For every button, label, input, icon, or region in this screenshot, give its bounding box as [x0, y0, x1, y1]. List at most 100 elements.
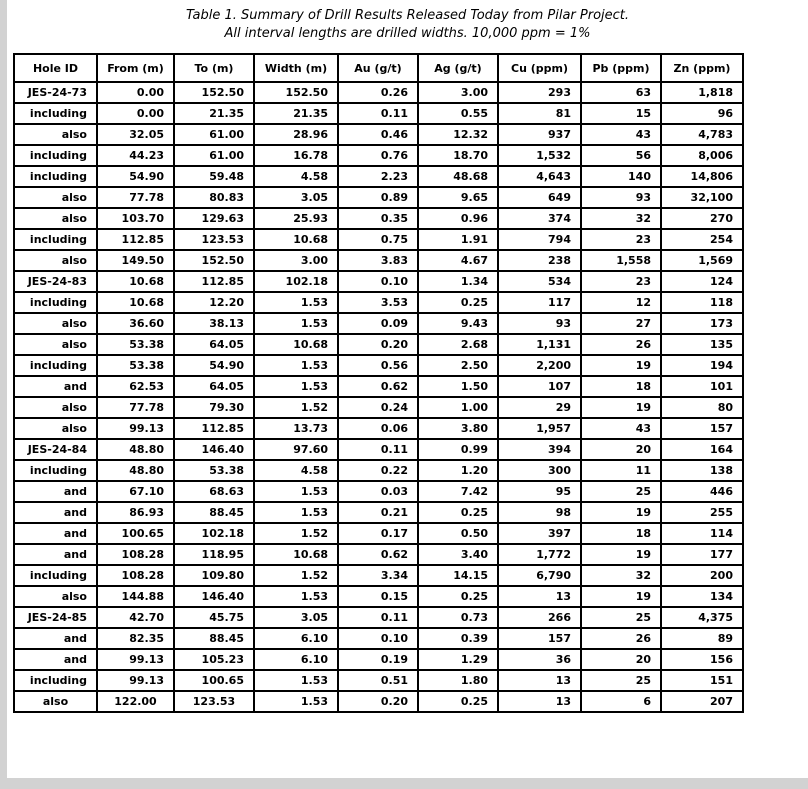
- cell-from-m: 67.10: [96, 480, 175, 503]
- cell-ag-g-t: 7.42: [417, 480, 499, 503]
- cell-cu-ppm: 1,532: [497, 144, 582, 167]
- cell-hole-id: including: [13, 102, 98, 125]
- cell-to-m: 54.90: [173, 354, 255, 377]
- cell-au-g-t: 0.06: [337, 417, 419, 440]
- cell-au-g-t: 0.75: [337, 228, 419, 251]
- cell-zn-ppm: 101: [660, 375, 744, 398]
- cell-hole-id: and: [13, 627, 98, 650]
- cell-to-m: 112.85: [173, 417, 255, 440]
- cell-pb-ppm: 32: [580, 564, 662, 587]
- cell-pb-ppm: 11: [580, 459, 662, 482]
- cell-to-m: 64.05: [173, 333, 255, 356]
- cell-pb-ppm: 20: [580, 648, 662, 671]
- cell-ag-g-t: 0.25: [417, 690, 499, 713]
- cell-to-m: 123.53: [173, 690, 255, 713]
- cell-cu-ppm: 4,643: [497, 165, 582, 188]
- cell-to-m: 152.50: [173, 81, 255, 104]
- cell-pb-ppm: 25: [580, 480, 662, 503]
- column-header-hole-id: Hole ID: [13, 53, 98, 83]
- cell-zn-ppm: 1,818: [660, 81, 744, 104]
- cell-ag-g-t: 0.99: [417, 438, 499, 461]
- table-row: and 82.35 88.45 6.10 0.10 0.39 157 26 89: [13, 627, 744, 650]
- cell-from-m: 103.70: [96, 207, 175, 230]
- cell-from-m: 10.68: [96, 270, 175, 293]
- cell-hole-id: including: [13, 354, 98, 377]
- cell-from-m: 77.78: [96, 396, 175, 419]
- table-row: also 144.88 146.40 1.53 0.15 0.25 13 19 134: [13, 585, 744, 608]
- cell-width-m: 10.68: [253, 228, 339, 251]
- cell-hole-id: also: [13, 333, 98, 356]
- cell-pb-ppm: 18: [580, 375, 662, 398]
- table-row: JES-24-84 48.80 146.40 97.60 0.11 0.99 394 20 16…: [13, 438, 744, 461]
- cell-ag-g-t: 1.50: [417, 375, 499, 398]
- cell-ag-g-t: 0.73: [417, 606, 499, 629]
- cell-zn-ppm: 254: [660, 228, 744, 251]
- table-row: including 0.00 21.35 21.35 0.11 0.55 81 15 96: [13, 102, 744, 125]
- cell-pb-ppm: 6: [580, 690, 662, 713]
- cell-zn-ppm: 270: [660, 207, 744, 230]
- table-row: including 108.28 109.80 1.52 3.34 14.15 6,790 3…: [13, 564, 744, 587]
- table-row: also 122.00 123.53 1.53 0.20 0.25 13 6 207: [13, 690, 744, 713]
- cell-zn-ppm: 4,783: [660, 123, 744, 146]
- table-row: including 10.68 12.20 1.53 3.53 0.25 117 12 118: [13, 291, 744, 314]
- cell-to-m: 68.63: [173, 480, 255, 503]
- cell-hole-id: also: [13, 585, 98, 608]
- cell-pb-ppm: 20: [580, 438, 662, 461]
- cell-zn-ppm: 1,569: [660, 249, 744, 272]
- column-header-width-m: Width (m): [253, 53, 339, 83]
- table-row: including 99.13 100.65 1.53 0.51 1.80 13 25 151: [13, 669, 744, 692]
- cell-cu-ppm: 107: [497, 375, 582, 398]
- table-row: JES-24-83 10.68 112.85 102.18 0.10 1.34 534 23 1…: [13, 270, 744, 293]
- cell-au-g-t: 2.23: [337, 165, 419, 188]
- table-row: also 32.05 61.00 28.96 0.46 12.32 937 43 4,783: [13, 123, 744, 146]
- cell-width-m: 1.53: [253, 480, 339, 503]
- cell-width-m: 3.00: [253, 249, 339, 272]
- cell-cu-ppm: 117: [497, 291, 582, 314]
- table-row: also 77.78 80.83 3.05 0.89 9.65 649 93 32,100: [13, 186, 744, 209]
- cell-zn-ppm: 151: [660, 669, 744, 692]
- cell-to-m: 21.35: [173, 102, 255, 125]
- cell-from-m: 122.00: [96, 690, 175, 713]
- cell-cu-ppm: 266: [497, 606, 582, 629]
- cell-ag-g-t: 3.00: [417, 81, 499, 104]
- table-row: including 53.38 54.90 1.53 0.56 2.50 2,200 19 19…: [13, 354, 744, 377]
- cell-pb-ppm: 56: [580, 144, 662, 167]
- cell-width-m: 1.52: [253, 396, 339, 419]
- cell-width-m: 28.96: [253, 123, 339, 146]
- cell-ag-g-t: 1.29: [417, 648, 499, 671]
- cell-width-m: 10.68: [253, 543, 339, 566]
- cell-au-g-t: 0.22: [337, 459, 419, 482]
- cell-pb-ppm: 25: [580, 669, 662, 692]
- cell-pb-ppm: 93: [580, 186, 662, 209]
- cell-width-m: 1.53: [253, 312, 339, 335]
- cell-width-m: 1.53: [253, 291, 339, 314]
- cell-pb-ppm: 140: [580, 165, 662, 188]
- cell-to-m: 38.13: [173, 312, 255, 335]
- table-row: including 54.90 59.48 4.58 2.23 48.68 4,643 140…: [13, 165, 744, 188]
- table-caption-line2: All interval lengths are drilled widths.…: [224, 26, 591, 41]
- cell-cu-ppm: 1,957: [497, 417, 582, 440]
- cell-from-m: 42.70: [96, 606, 175, 629]
- cell-width-m: 25.93: [253, 207, 339, 230]
- cell-width-m: 21.35: [253, 102, 339, 125]
- column-header-ag-g-t: Ag (g/t): [417, 53, 499, 83]
- cell-width-m: 97.60: [253, 438, 339, 461]
- cell-ag-g-t: 4.67: [417, 249, 499, 272]
- table-caption-line1: Table 1. Summary of Drill Results Releas…: [185, 8, 630, 23]
- cell-pb-ppm: 19: [580, 354, 662, 377]
- cell-ag-g-t: 2.50: [417, 354, 499, 377]
- column-header-au-g-t: Au (g/t): [337, 53, 419, 83]
- cell-from-m: 86.93: [96, 501, 175, 524]
- cell-zn-ppm: 114: [660, 522, 744, 545]
- cell-width-m: 102.18: [253, 270, 339, 293]
- cell-hole-id: including: [13, 228, 98, 251]
- cell-cu-ppm: 36: [497, 648, 582, 671]
- cell-ag-g-t: 0.55: [417, 102, 499, 125]
- cell-au-g-t: 3.53: [337, 291, 419, 314]
- table-row: JES-24-85 42.70 45.75 3.05 0.11 0.73 266 25 4,37…: [13, 606, 744, 629]
- cell-au-g-t: 0.51: [337, 669, 419, 692]
- cell-zn-ppm: 194: [660, 354, 744, 377]
- cell-to-m: 118.95: [173, 543, 255, 566]
- cell-to-m: 146.40: [173, 438, 255, 461]
- cell-zn-ppm: 134: [660, 585, 744, 608]
